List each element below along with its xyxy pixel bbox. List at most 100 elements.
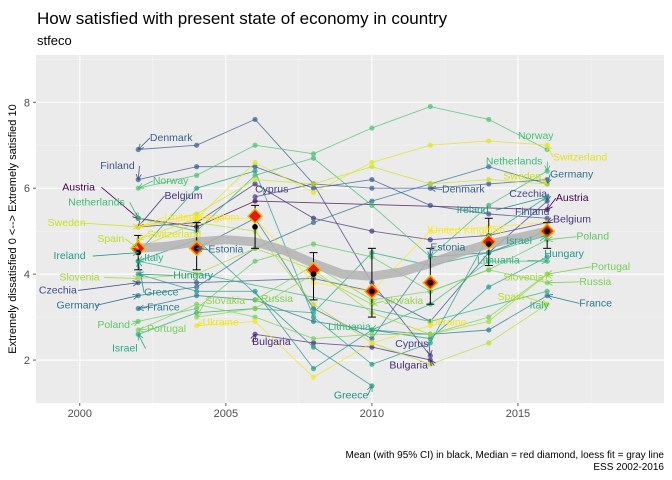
- data-point: [194, 301, 200, 307]
- data-point: [252, 194, 258, 200]
- data-point: [194, 142, 200, 148]
- series-line: [371, 260, 548, 331]
- label-leader: [125, 238, 139, 249]
- data-point: [486, 318, 492, 324]
- country-label: Lithuania: [328, 321, 371, 333]
- data-point: [310, 151, 317, 157]
- data-point: [310, 155, 317, 161]
- data-point: [369, 125, 375, 131]
- series-finland: [135, 164, 550, 221]
- label-arrowhead: [137, 305, 145, 311]
- country-label: Norway: [518, 130, 554, 142]
- data-point: [194, 284, 200, 290]
- country-label: France: [147, 302, 180, 314]
- country-label: Switzerland: [147, 229, 201, 241]
- data-point: [310, 219, 317, 226]
- data-point: [194, 288, 200, 294]
- series-line: [138, 118, 548, 189]
- country-label: Poland: [576, 231, 609, 243]
- data-point: [310, 189, 317, 196]
- series-line: [138, 157, 548, 258]
- data-point: [486, 314, 492, 320]
- country-label: Slovakia: [384, 295, 424, 307]
- data-point: [194, 185, 200, 191]
- series-line: [138, 247, 548, 335]
- data-point: [486, 176, 492, 183]
- data-point: [310, 335, 317, 342]
- label-arrowhead: [367, 384, 373, 392]
- y-tick-label: 8: [24, 97, 30, 109]
- data-point: [427, 202, 433, 208]
- country-label: Finland: [100, 160, 135, 172]
- data-point: [310, 344, 317, 350]
- data-point: [427, 237, 433, 243]
- label-leader: [196, 322, 203, 327]
- data-point: [252, 288, 258, 294]
- country-label: Ireland: [457, 204, 489, 216]
- data-point: [486, 340, 492, 346]
- label-leader: [104, 277, 139, 279]
- country-label: Greece: [144, 287, 179, 299]
- data-point: [544, 288, 550, 294]
- data-point: [310, 310, 317, 316]
- series-line: [138, 295, 548, 335]
- label-arrowhead: [371, 325, 378, 331]
- label-leader: [255, 298, 261, 301]
- country-label: Spain: [498, 291, 525, 303]
- label-leader: [138, 234, 148, 241]
- country-label: Portugal: [147, 323, 186, 335]
- data-point: [310, 340, 317, 346]
- series-line: [138, 140, 548, 241]
- label-leader: [92, 252, 139, 257]
- label-leader: [495, 196, 548, 211]
- country-label: Hungary: [544, 248, 584, 260]
- caption-line-2: ESS 2002-2016: [593, 462, 664, 473]
- label-arrowhead: [195, 320, 203, 327]
- label-leader: [129, 202, 139, 219]
- label-leader: [547, 281, 580, 284]
- data-point: [369, 164, 375, 170]
- label-leader: [81, 222, 139, 228]
- label-leader: [547, 295, 580, 304]
- data-point: [194, 280, 200, 286]
- x-tick-label: 2000: [68, 408, 92, 420]
- country-label: Sweden: [503, 171, 541, 183]
- data-point: [486, 138, 492, 144]
- x-tick-label: 2015: [506, 408, 530, 420]
- x-tick-label: 2005: [214, 408, 238, 420]
- data-point: [369, 176, 375, 183]
- data-point: [369, 340, 375, 346]
- label-arrowhead: [545, 273, 552, 281]
- label-leader: [137, 334, 146, 349]
- label-arrowhead: [137, 234, 145, 241]
- label-arrowhead: [137, 143, 145, 151]
- series-line: [138, 166, 548, 228]
- label-leader: [525, 296, 548, 305]
- country-label: Germany: [550, 168, 594, 180]
- data-point: [194, 215, 200, 221]
- country-label: Denmark: [150, 132, 193, 144]
- data-point: [427, 142, 433, 148]
- data-point: [252, 176, 258, 183]
- country-label: Greece: [334, 390, 369, 402]
- data-point: [486, 267, 492, 273]
- data-point: [310, 301, 317, 307]
- country-label: Netherlands: [68, 196, 125, 208]
- label-arrowhead: [132, 293, 140, 300]
- data-point: [310, 305, 317, 312]
- country-label: Austria: [62, 181, 95, 193]
- country-label: Belgium: [553, 214, 591, 226]
- series-line: [138, 166, 548, 297]
- data-point: [252, 172, 258, 178]
- label-arrowhead: [137, 333, 144, 341]
- label-leader: [130, 321, 139, 326]
- y-tick-label: 4: [24, 269, 30, 281]
- label-leader: [371, 300, 384, 305]
- country-label: Czechia: [509, 188, 547, 200]
- label-leader: [546, 219, 554, 223]
- chart-subtitle: stfeco: [37, 33, 72, 48]
- series-line: [138, 256, 548, 370]
- median-diamond: [247, 208, 264, 225]
- label-arrowhead: [132, 223, 140, 230]
- country-label: Slovenia: [503, 272, 543, 284]
